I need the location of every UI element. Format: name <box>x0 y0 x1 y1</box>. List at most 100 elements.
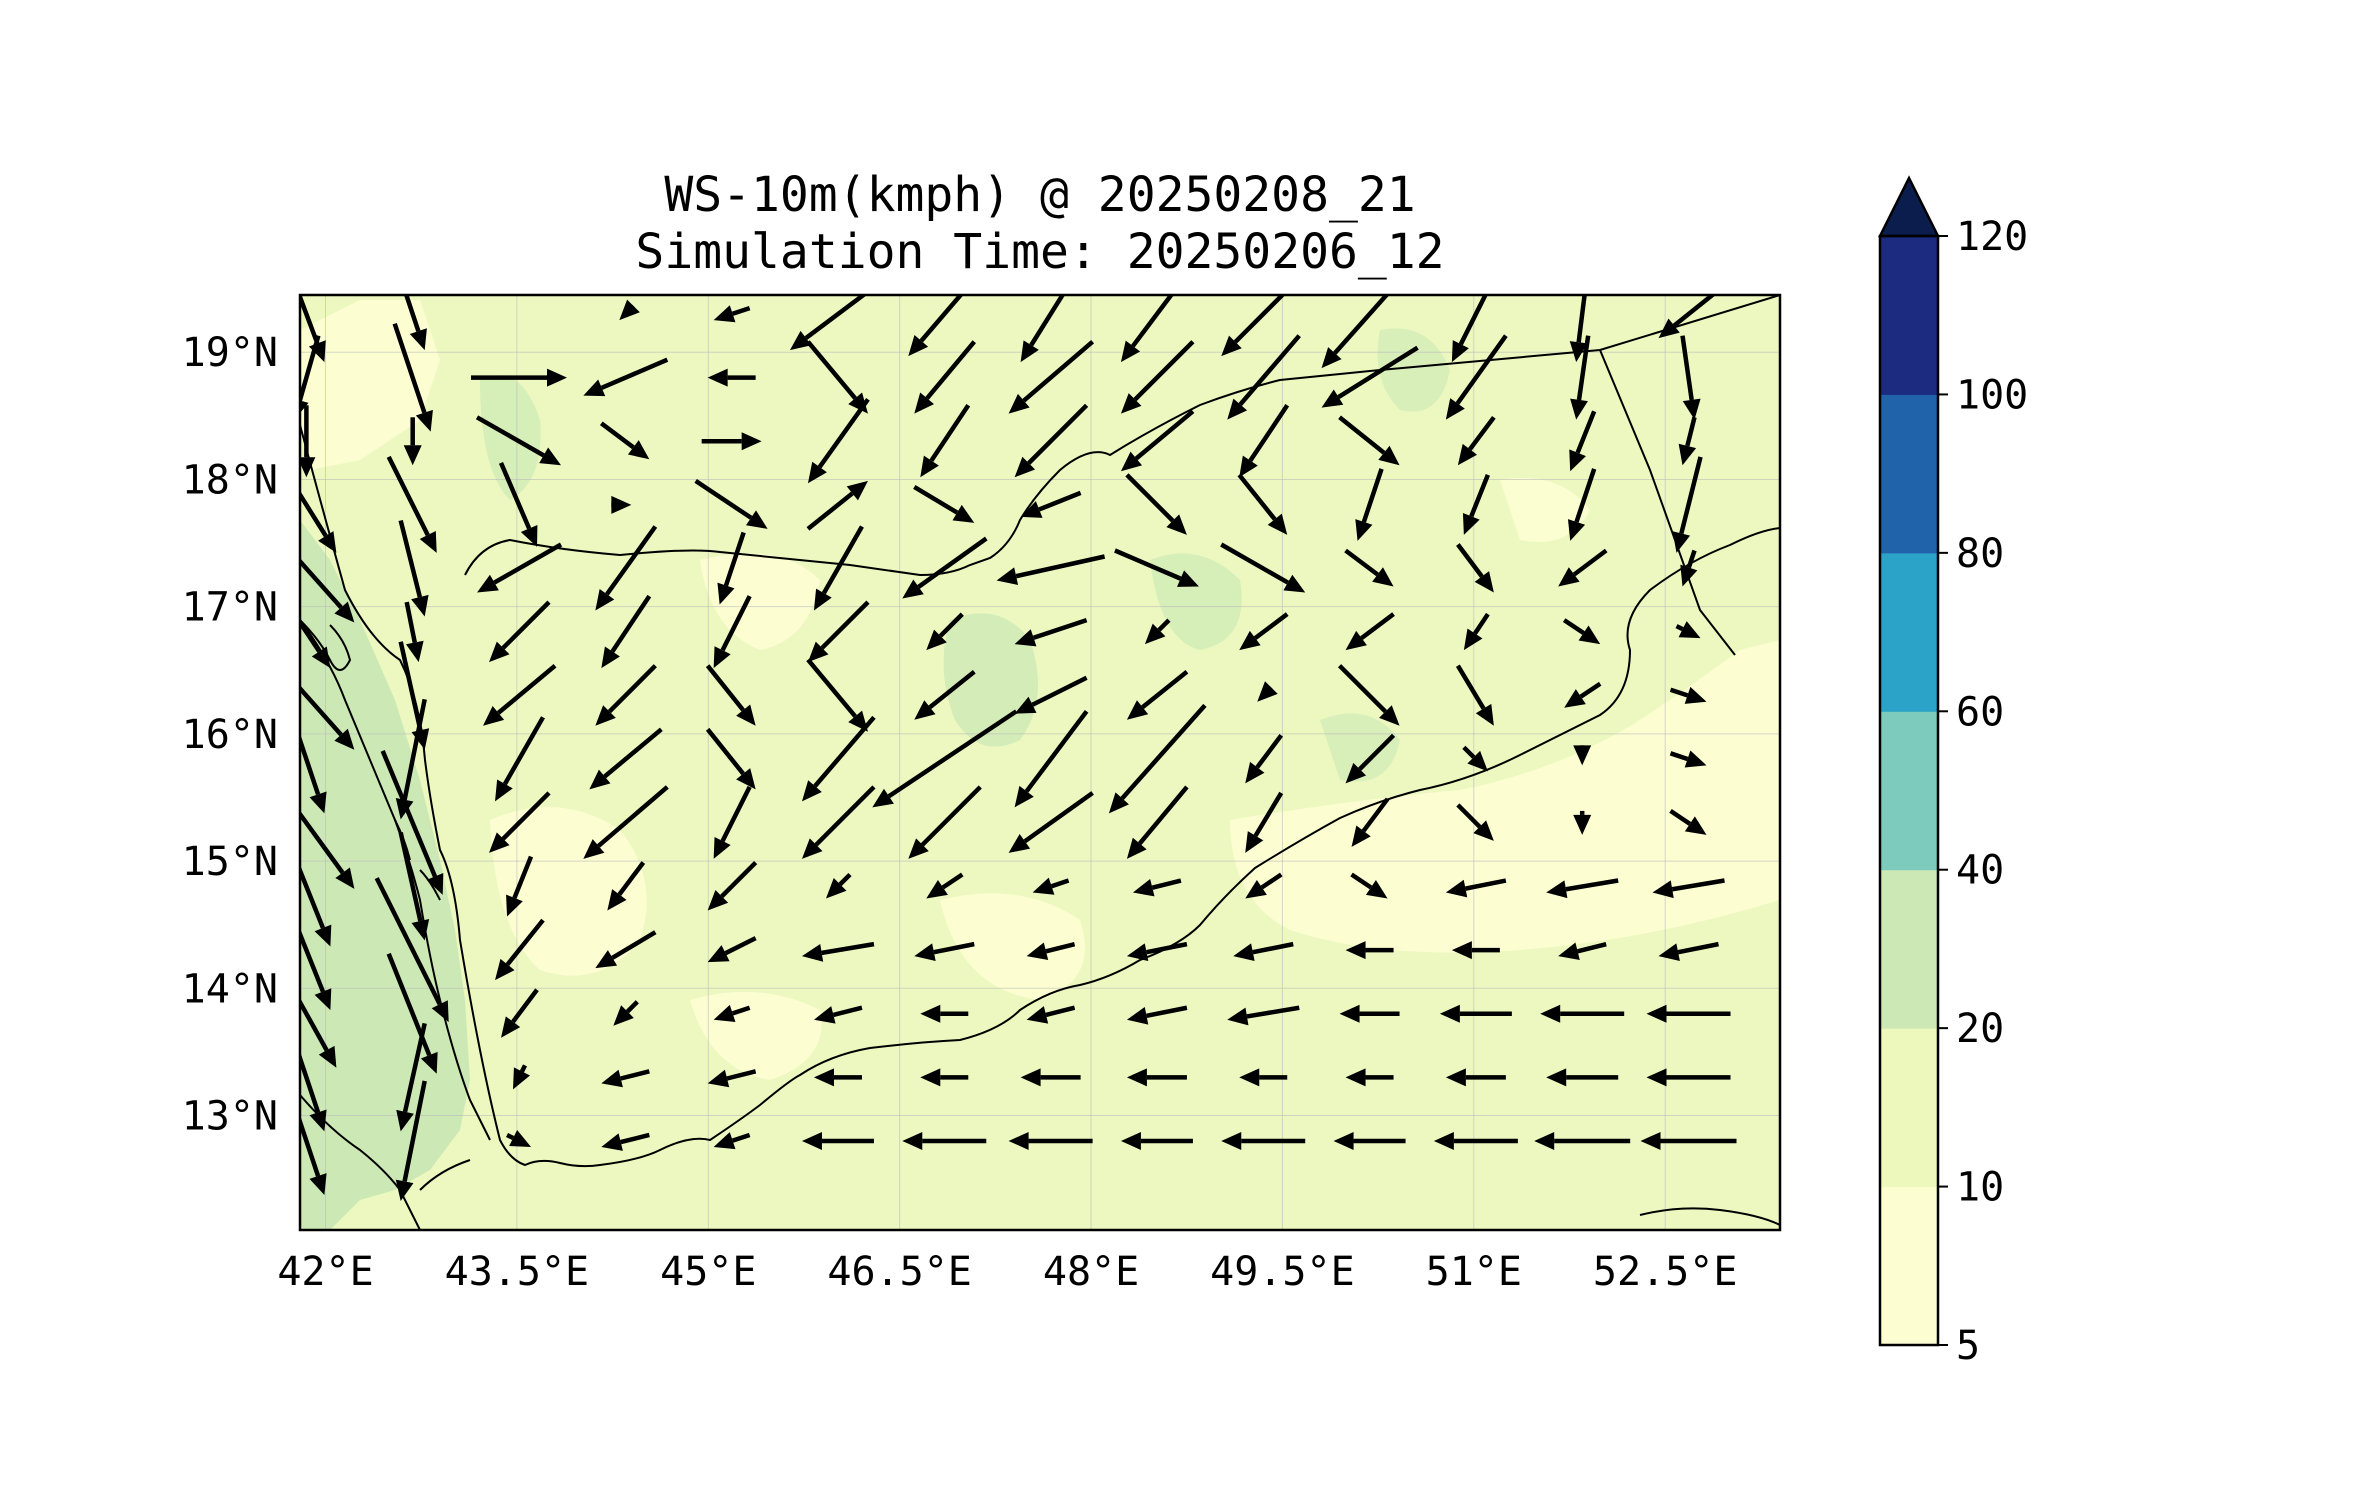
wind-arrow <box>1451 295 1488 363</box>
wind-arrow <box>1239 612 1289 651</box>
wind-arrow <box>506 1129 532 1147</box>
socotra-edge <box>1639 1207 1780 1226</box>
wind-arrow <box>300 405 316 478</box>
wind-arrow <box>396 1022 427 1132</box>
colorbar-tick-label: 5 <box>1956 1323 1980 1369</box>
colorbar-segment <box>1880 1186 1938 1346</box>
lat-tick-label: 17°N <box>182 585 278 631</box>
wind-arrow <box>1245 733 1284 784</box>
wind-arrow <box>813 1005 863 1024</box>
wind-arrow <box>374 877 449 1023</box>
wind-arrow <box>813 1068 862 1087</box>
wind-arrow <box>1257 681 1278 702</box>
lat-tick-label: 14°N <box>182 966 278 1012</box>
wind-arrow <box>300 1114 327 1195</box>
wind-arrow <box>1339 1004 1400 1023</box>
wind-arrow <box>1337 664 1400 726</box>
wind-arrow <box>694 479 768 529</box>
colorbar-segment <box>1880 869 1938 1029</box>
wind-arrow <box>902 1131 987 1150</box>
colorbar-tick-label: 60 <box>1956 689 2004 735</box>
wind-arrow <box>1558 548 1608 587</box>
wind-arrow <box>1008 339 1095 414</box>
wind-arrow <box>1678 416 1697 466</box>
wind-arrow <box>498 462 538 547</box>
saudi-yemen-border <box>464 295 1780 577</box>
colorbar-tick-label: 40 <box>1956 848 2004 894</box>
djibouti-coast <box>419 1159 471 1191</box>
wind-arrow <box>806 480 868 531</box>
wind-arrow <box>1026 1005 1076 1024</box>
wind-arrow <box>914 941 975 962</box>
wind-arrow <box>380 750 444 895</box>
wind-arrow <box>300 928 332 1011</box>
lon-tick-label: 42°E <box>277 1249 373 1295</box>
wind-arrow <box>1658 941 1719 962</box>
wind-arrow <box>713 1132 751 1150</box>
wind-arrow <box>1350 872 1388 899</box>
wind-arrow <box>475 415 562 466</box>
wind-arrow <box>1569 295 1588 363</box>
wind-arrow <box>471 368 568 387</box>
wind-arrow <box>1220 542 1306 593</box>
wind-vectors <box>300 295 1737 1201</box>
wind-arrow <box>801 715 876 802</box>
wind-arrow <box>1126 1005 1188 1025</box>
lat-tick-label: 18°N <box>182 457 278 503</box>
wind-arrow <box>872 709 1018 808</box>
wind-arrow <box>1344 548 1394 587</box>
lon-tick-label: 43.5°E <box>445 1249 590 1295</box>
wind-arrow <box>619 299 640 321</box>
wind-arrow <box>595 525 658 611</box>
wind-arrow <box>1345 941 1394 960</box>
wind-arrow <box>1669 686 1707 704</box>
wind-arrow <box>701 432 762 451</box>
wind-arrow <box>1132 878 1182 897</box>
farasan-islands <box>300 619 352 671</box>
wind-arrow <box>1640 1131 1737 1150</box>
wind-arrow <box>717 531 746 605</box>
lat-tick-label: 19°N <box>182 330 278 376</box>
wind-arrow <box>1114 548 1199 587</box>
wind-arrow <box>707 860 758 911</box>
wind-arrow <box>1567 468 1597 541</box>
wind-arrow <box>1014 617 1088 647</box>
wind-arrow <box>1032 877 1070 895</box>
wind-arrow <box>1008 791 1094 853</box>
wind-arrow <box>1239 404 1290 478</box>
wind-arrow <box>705 664 756 726</box>
colorbar-tick-label: 20 <box>1956 1006 2004 1052</box>
wind-arrow <box>1351 797 1390 847</box>
wind-arrow <box>1221 295 1286 357</box>
wind-arrow <box>1321 295 1390 369</box>
colorbar-tick-label: 100 <box>1956 372 2028 418</box>
wind-arrow <box>807 397 870 484</box>
title-line-1: WS-10m(kmph) @ 20250208_21 <box>664 167 1415 223</box>
calm-area-5-10-e <box>300 300 440 470</box>
wind-arrow <box>1562 618 1601 645</box>
wind-arrow <box>1558 941 1607 961</box>
wind-arrow <box>996 554 1106 585</box>
wind-arrow <box>908 295 964 357</box>
colorbar-segment <box>1880 236 1938 395</box>
wind-arrow <box>1020 295 1066 363</box>
wind-arrow <box>1564 681 1602 708</box>
wind-arrow <box>914 669 976 720</box>
lon-tick-label: 48°E <box>1043 1249 1139 1295</box>
wind-arrow <box>300 864 332 947</box>
wind-arrow <box>595 930 657 969</box>
wind-arrow <box>1227 334 1301 420</box>
wind-arrow <box>583 785 669 859</box>
wind-arrow <box>902 536 988 599</box>
wind-arrow <box>1646 1004 1731 1023</box>
title-line-2: Simulation Time: 20250206_12 <box>635 224 1444 280</box>
colorbar-extend-triangle <box>1877 175 1941 238</box>
wind-arrow <box>1008 1131 1093 1150</box>
wind-arrow <box>495 716 545 802</box>
wind-arrow <box>601 594 652 669</box>
wind-arrow <box>1573 810 1592 835</box>
colorbar-segment <box>1880 394 1938 554</box>
wind-arrow <box>914 340 977 414</box>
wind-arrow <box>1120 340 1195 414</box>
